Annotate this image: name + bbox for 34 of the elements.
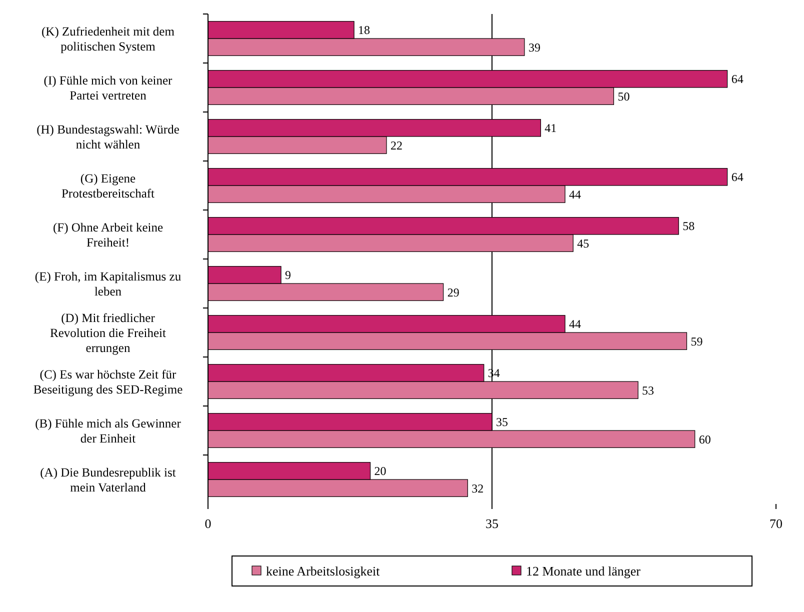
legend-label: keine Arbeitslosigkeit xyxy=(266,564,380,579)
data-label: 41 xyxy=(544,121,557,136)
data-label: 20 xyxy=(374,464,386,478)
data-label: 9 xyxy=(285,268,292,282)
legend-label: 12 Monate und länger xyxy=(526,564,642,579)
x-tick-label: 0 xyxy=(204,516,212,531)
y-tick-label: (C) Es war höchste Zeit für Beseitigung des SED-Regime xyxy=(33,367,184,396)
data-label: 32 xyxy=(472,481,484,496)
data-label: 29 xyxy=(447,285,460,300)
y-tick-label: (K) Zufriedenheit mit dem politischen System xyxy=(42,24,175,54)
data-label: 45 xyxy=(577,236,590,250)
data-label: 22 xyxy=(390,138,403,152)
data-label: 58 xyxy=(682,219,695,234)
data-label: 59 xyxy=(690,334,703,348)
data-label: 44 xyxy=(569,187,582,202)
data-label: 64 xyxy=(731,170,744,184)
y-tick-label: (E) Froh, im Kapitalismus zu leben xyxy=(34,269,182,298)
x-tick-label: 70 xyxy=(770,516,782,531)
data-label: 44 xyxy=(569,317,582,332)
x-tick-label: 35 xyxy=(486,516,498,531)
data-label: 18 xyxy=(358,23,370,38)
data-label: 53 xyxy=(642,383,654,398)
y-tick-label: (G) Eigene Protestbereitschaft xyxy=(61,171,156,200)
data-label: 39 xyxy=(528,40,540,54)
data-label: 50 xyxy=(618,89,630,104)
y-tick-label: (H) Bundestagswahl: Würde nicht wählen xyxy=(36,122,180,152)
y-tick-label: (A) Die Bundesrepublik ist mein Vaterland xyxy=(40,465,176,494)
y-tick-label: (I) Fühle mich von keiner Partei vertreten xyxy=(44,73,174,102)
y-tick-label: (B) Fühle mich als Gewinner der Einheit xyxy=(35,416,182,446)
y-tick-label: (D) Mit friedlicher Revolution die Freiheit errungen xyxy=(50,310,166,355)
y-tick-label: (F) Ohne Arbeit keine Freiheit! xyxy=(52,220,164,250)
data-label: 60 xyxy=(698,432,711,446)
data-label: 35 xyxy=(496,415,508,430)
data-label: 64 xyxy=(731,72,744,86)
